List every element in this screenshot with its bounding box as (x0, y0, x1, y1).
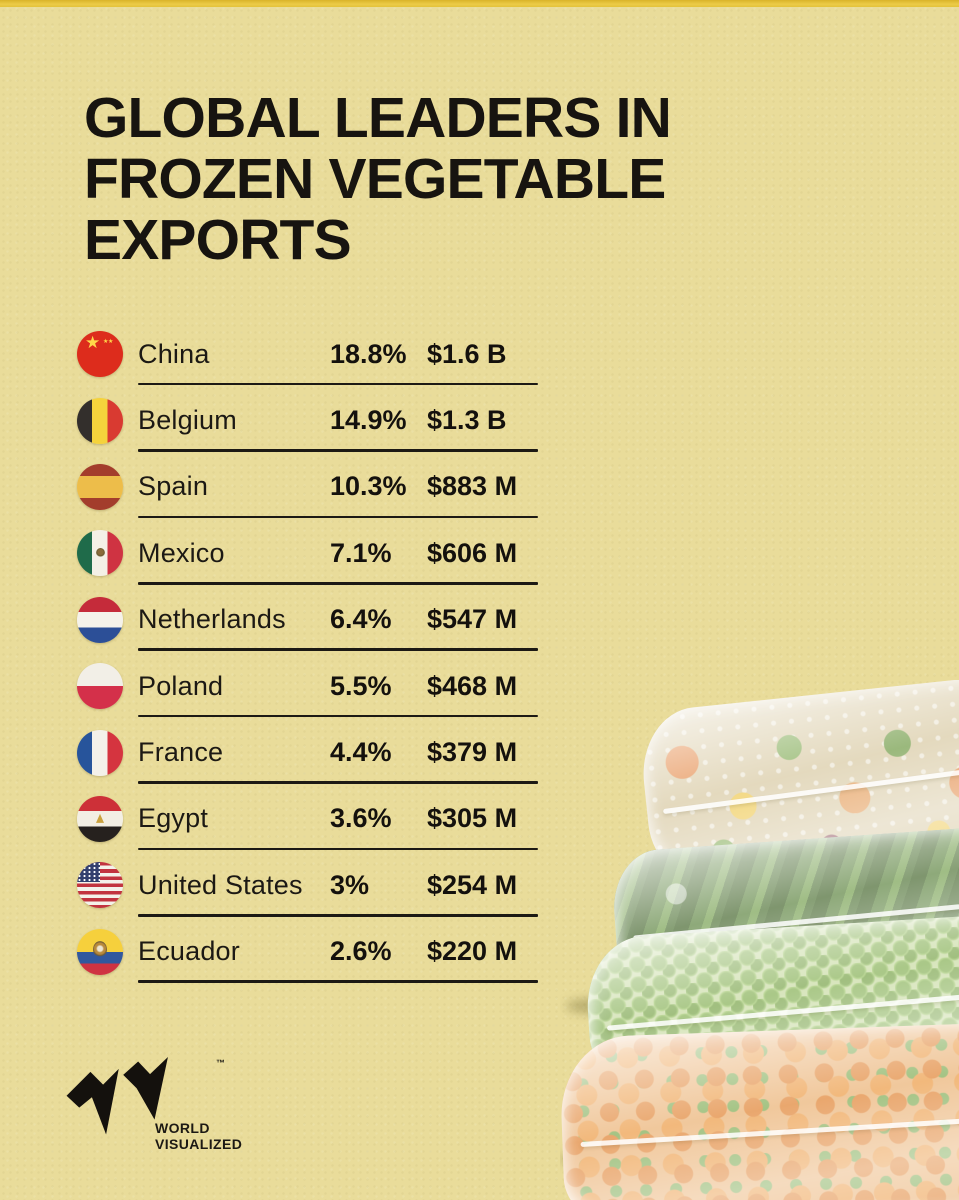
export-value: $305 M (427, 803, 518, 834)
table-row: Spain 10.3% $883 M (77, 454, 538, 520)
share-percent: 2.6% (330, 936, 392, 967)
row-divider (138, 847, 538, 851)
country-label: China (138, 338, 210, 369)
share-percent: 10.3% (330, 471, 407, 502)
belgium-flag-icon (77, 397, 123, 444)
row-divider (138, 449, 538, 452)
share-percent: 5.5% (330, 670, 392, 701)
row-divider (138, 515, 538, 519)
country-label: Egypt (138, 803, 209, 834)
country-label: Poland (138, 670, 224, 701)
carrot-pea-bag (560, 1022, 959, 1200)
export-value: $883 M (427, 471, 518, 502)
share-percent: 7.1% (330, 537, 392, 568)
table-row: Netherlands 6.4% $547 M (77, 587, 538, 653)
share-percent: 3% (330, 869, 370, 900)
export-value: $1.3 B (427, 405, 507, 436)
poland-flag-icon (77, 663, 123, 710)
world-visualized-logo-icon (66, 1056, 168, 1135)
logo-word-2: VISUALIZED (155, 1135, 243, 1152)
logo-wordmark: WORLD VISUALIZED (155, 1120, 243, 1152)
ecuador-flag-icon (77, 928, 123, 975)
row-divider (138, 382, 538, 386)
title-line-3: EXPORTS (84, 208, 352, 272)
row-divider (138, 914, 538, 917)
table-row: United States 3% $254 M (77, 852, 538, 918)
country-label: Spain (138, 471, 209, 502)
export-value: $606 M (427, 537, 518, 568)
export-value: $379 M (427, 737, 518, 768)
france-flag-icon (77, 729, 123, 776)
usa-flag-icon (77, 862, 123, 909)
spain-flag-icon (77, 463, 123, 510)
page-title: GLOBAL LEADERS IN FROZEN VEGETABLE EXPOR… (84, 88, 724, 271)
country-label: Belgium (138, 405, 237, 436)
export-value: $220 M (427, 936, 518, 967)
share-percent: 14.9% (330, 405, 407, 436)
row-divider (138, 714, 538, 718)
export-value: $468 M (427, 670, 518, 701)
row-divider (138, 582, 538, 585)
table-row: France 4.4% $379 M (77, 719, 538, 785)
frozen-vegetable-bags-photo (560, 680, 959, 1200)
title-line-1: GLOBAL LEADERS IN (84, 86, 672, 150)
egypt-flag-icon (77, 795, 123, 842)
row-divider (138, 980, 538, 983)
title-line-2: FROZEN VEGETABLE (84, 147, 666, 211)
country-label: United States (138, 869, 303, 900)
netherlands-flag-icon (77, 596, 123, 643)
trademark-symbol: ™ (216, 1058, 225, 1068)
table-row: Mexico 7.1% $606 M (77, 520, 538, 586)
export-value: $547 M (427, 604, 518, 635)
table-row: Poland 5.5% $468 M (77, 653, 538, 719)
share-percent: 6.4% (330, 604, 392, 635)
country-label: France (138, 737, 224, 768)
export-value: $1.6 B (427, 338, 507, 369)
table-row: China 18.8% $1.6 B (77, 321, 538, 387)
share-percent: 4.4% (330, 737, 392, 768)
export-value: $254 M (427, 869, 518, 900)
row-divider (138, 781, 538, 784)
table-row: Egypt 3.6% $305 M (77, 786, 538, 852)
share-percent: 3.6% (330, 803, 392, 834)
table-row: Ecuador 2.6% $220 M (77, 919, 538, 985)
row-divider (138, 648, 538, 651)
share-percent: 18.8% (330, 338, 407, 369)
table-row: Belgium 14.9% $1.3 B (77, 387, 538, 453)
export-ranking-list: China 18.8% $1.6 B Belgium 14.9% $1.3 B … (77, 321, 538, 985)
mexico-flag-icon (77, 530, 123, 577)
country-label: Netherlands (138, 604, 286, 635)
country-label: Ecuador (138, 936, 240, 967)
top-accent-strip (0, 0, 959, 7)
country-label: Mexico (138, 537, 225, 568)
logo-word-1: WORLD (155, 1120, 210, 1136)
china-flag-icon (77, 331, 123, 378)
